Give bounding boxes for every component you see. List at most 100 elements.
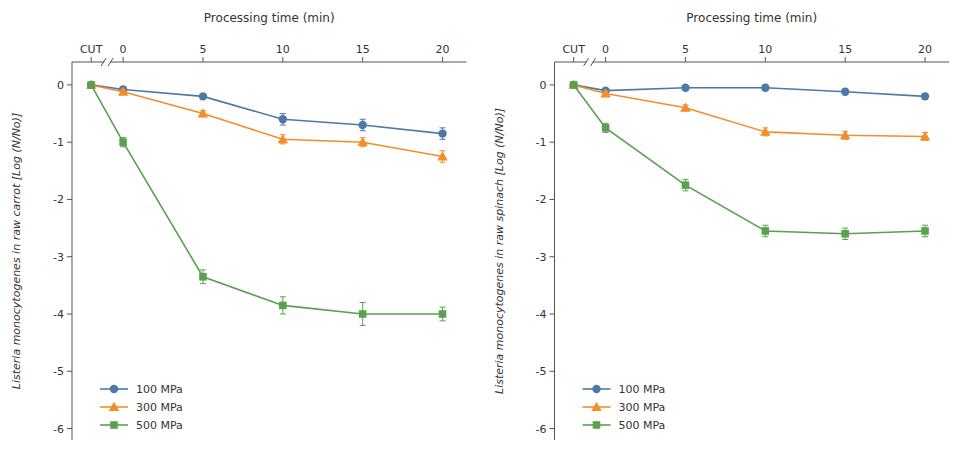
y-tick (67, 199, 72, 200)
y-axis-label: Listeria monocytogenes in raw spinach [L… (493, 108, 506, 394)
point (761, 84, 769, 92)
x-tick (845, 57, 846, 62)
error-bar-cap (762, 236, 768, 237)
y-tick-label: -3 (53, 251, 64, 264)
y-tick (67, 371, 72, 372)
series (87, 81, 447, 140)
y-tick-label: -4 (53, 308, 64, 321)
x-tick (605, 57, 606, 62)
x-tick-label: 20 (436, 43, 450, 56)
axis-break-mark (584, 58, 589, 66)
point (119, 138, 127, 146)
legend-item: 500 MPa (583, 419, 666, 432)
point (841, 88, 849, 96)
x-tick-label: 10 (276, 43, 290, 56)
error-bar-cap (440, 139, 446, 140)
y-tick (550, 371, 555, 372)
point (921, 92, 929, 100)
x-tick (573, 57, 574, 62)
y-tick (550, 428, 555, 429)
x-tick-label: CUT (80, 43, 103, 56)
plot-area (568, 80, 930, 240)
y-tick (67, 84, 72, 85)
series-line (91, 85, 442, 314)
legend-label: 300 MPa (136, 401, 183, 414)
error-bar-cap (762, 225, 768, 226)
y-tick-label: -2 (536, 193, 547, 206)
series (570, 81, 929, 239)
series (569, 81, 929, 101)
point (840, 130, 851, 139)
y-tick-label: -5 (53, 365, 64, 378)
error-bar-cap (280, 143, 286, 144)
legend-marker (109, 402, 120, 411)
error-bar-cap (440, 150, 446, 151)
legend-marker (110, 385, 118, 393)
point (438, 129, 446, 137)
point (570, 81, 578, 89)
point (568, 80, 579, 89)
error-bar (200, 270, 206, 284)
point (87, 81, 95, 89)
x-tick-label: CUT (562, 43, 585, 56)
legend-marker (592, 385, 600, 393)
y-tick-label: -1 (536, 136, 547, 149)
point (921, 227, 929, 235)
x-tick (91, 57, 92, 62)
x-tick (123, 57, 124, 62)
error-bar (842, 228, 848, 239)
y-tick-label: -1 (53, 136, 64, 149)
point (199, 92, 207, 100)
y-tick-label: 0 (57, 79, 64, 92)
series-line (91, 85, 442, 134)
point (841, 230, 849, 238)
y-tick-label: -2 (53, 193, 64, 206)
series-line (574, 85, 925, 96)
error-bar-cap (120, 146, 126, 147)
plot-area (86, 80, 448, 326)
axis-break-mark (108, 58, 113, 66)
legend-item: 100 MPa (583, 383, 666, 396)
point (682, 181, 690, 189)
error-bar-cap (280, 296, 286, 297)
error-bar-cap (280, 125, 286, 126)
series (86, 80, 448, 163)
error-bar-cap (200, 283, 206, 284)
series-line (574, 85, 925, 137)
legend-label: 100 MPa (619, 383, 666, 396)
legend-label: 500 MPa (619, 419, 666, 432)
y-tick-label: 0 (540, 79, 547, 92)
y-tick (550, 256, 555, 257)
x-tick (282, 57, 283, 62)
series-line (574, 85, 925, 234)
x-axis-label: Processing time (min) (686, 11, 817, 25)
legend-label: 100 MPa (136, 383, 183, 396)
point (569, 81, 577, 89)
legend-item: 100 MPa (100, 383, 183, 396)
x-tick (202, 57, 203, 62)
legend-item: 300 MPa (100, 401, 183, 414)
point (359, 310, 367, 318)
error-bar (120, 138, 126, 147)
series-line (91, 85, 442, 157)
x-tick (362, 57, 363, 62)
error-bar-cap (842, 228, 848, 229)
x-tick-label: 10 (758, 43, 772, 56)
point (198, 108, 209, 117)
error-bar-cap (682, 179, 688, 180)
x-tick-label: 5 (682, 43, 689, 56)
error-bar-cap (360, 130, 366, 131)
x-axis-line (72, 62, 467, 63)
axis-break-mark (591, 58, 596, 66)
error-bar-cap (922, 225, 928, 226)
y-tick-label: -5 (536, 365, 547, 378)
y-tick-label: -4 (536, 308, 547, 321)
y-tick (67, 428, 72, 429)
x-tick (442, 57, 443, 62)
error-bar-cap (603, 132, 609, 133)
x-tick-label: 20 (918, 43, 932, 56)
x-tick-label: 15 (356, 43, 370, 56)
error-bar (280, 297, 286, 314)
point (600, 88, 611, 97)
series (568, 80, 930, 141)
